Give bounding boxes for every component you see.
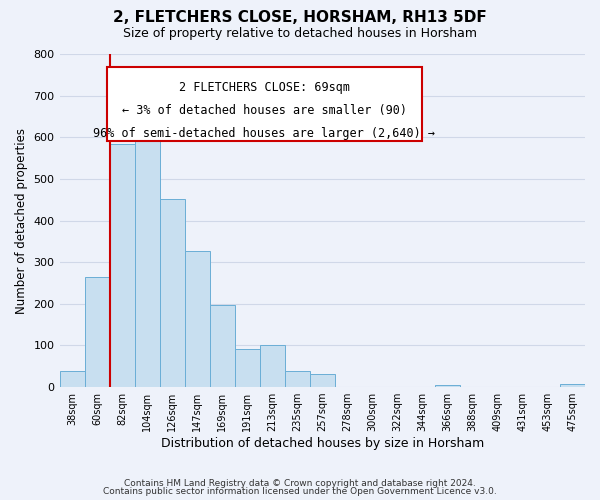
Bar: [260, 346, 285, 387]
Bar: [560, 384, 585, 387]
Bar: [59, 372, 85, 387]
Bar: [209, 305, 235, 387]
FancyBboxPatch shape: [107, 68, 422, 140]
Text: 2 FLETCHERS CLOSE: 69sqm: 2 FLETCHERS CLOSE: 69sqm: [179, 80, 350, 94]
Text: Contains HM Land Registry data © Crown copyright and database right 2024.: Contains HM Land Registry data © Crown c…: [124, 478, 476, 488]
Bar: [85, 276, 110, 387]
Text: ← 3% of detached houses are smaller (90): ← 3% of detached houses are smaller (90): [122, 104, 407, 117]
Bar: [134, 138, 160, 387]
Bar: [235, 349, 260, 387]
Bar: [285, 372, 310, 387]
Text: Size of property relative to detached houses in Horsham: Size of property relative to detached ho…: [123, 28, 477, 40]
Bar: [110, 144, 134, 387]
Text: 96% of semi-detached houses are larger (2,640) →: 96% of semi-detached houses are larger (…: [94, 128, 436, 140]
Bar: [310, 374, 335, 387]
Bar: [160, 199, 185, 387]
Y-axis label: Number of detached properties: Number of detached properties: [15, 128, 28, 314]
Bar: [185, 250, 209, 387]
Text: 2, FLETCHERS CLOSE, HORSHAM, RH13 5DF: 2, FLETCHERS CLOSE, HORSHAM, RH13 5DF: [113, 10, 487, 25]
Text: Contains public sector information licensed under the Open Government Licence v3: Contains public sector information licen…: [103, 487, 497, 496]
Bar: [435, 385, 460, 387]
X-axis label: Distribution of detached houses by size in Horsham: Distribution of detached houses by size …: [161, 437, 484, 450]
